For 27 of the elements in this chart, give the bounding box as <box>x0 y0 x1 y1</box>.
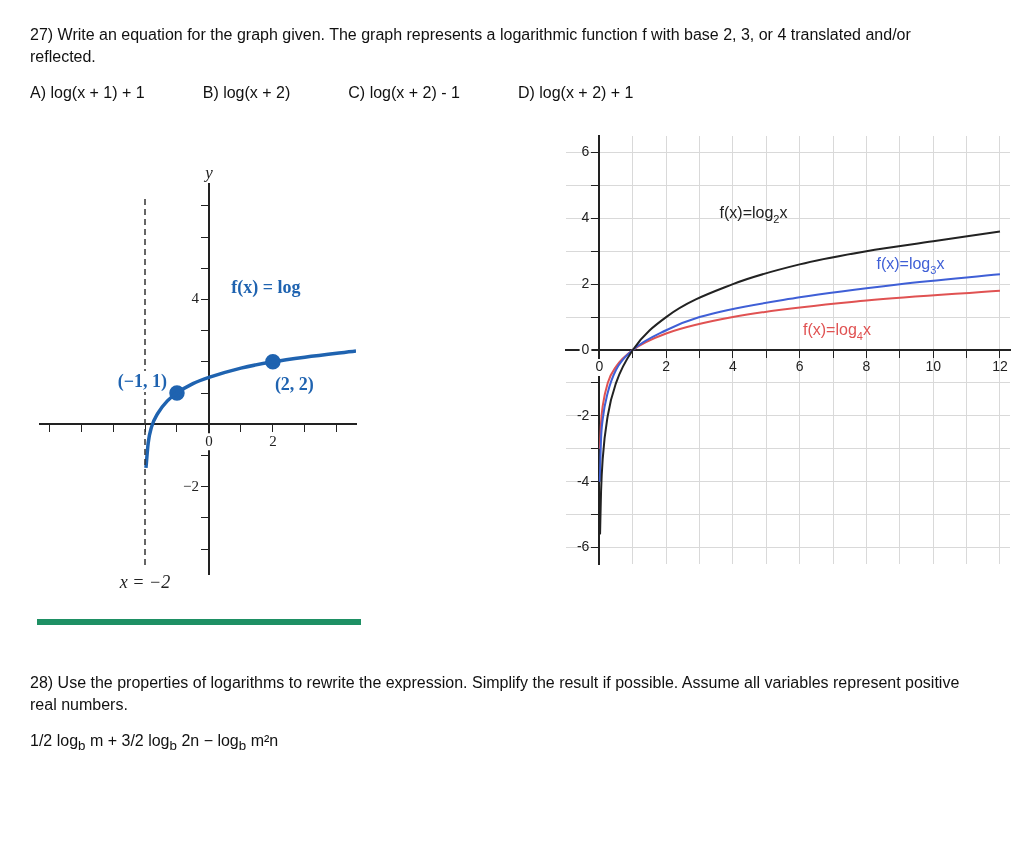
y-tick-label: 6 <box>581 143 590 160</box>
ref-line-label: x = −2 <box>118 572 171 592</box>
annotation: (2, 2) <box>274 373 314 395</box>
y-tick-label: 0 <box>581 340 590 357</box>
y-tick-label: -4 <box>576 472 590 489</box>
text: 27) Write an equation for the graph given. The graph represents a logarithmic function f with base 2, 3, or 4 translated and/or reflected. <box>30 25 912 67</box>
text: A) log(x + 1) + 1 <box>30 83 145 103</box>
y-tick-label: 2 <box>581 275 590 292</box>
x-tick-label: 0 <box>595 357 604 374</box>
y-axis-title: y <box>203 163 214 182</box>
y-tick-label: -6 <box>576 538 590 555</box>
x-tick-label: 10 <box>925 357 942 374</box>
y-tick-label: -2 <box>576 406 590 423</box>
text: C) log(x + 2) - 1 <box>348 83 460 103</box>
text: 28) Use the properties of logarithms to rewrite the expression. Simplify the result if possible. Assume all variables represent positive real numbers. <box>30 673 961 715</box>
annotation: (−1, 1) <box>117 371 167 393</box>
x-tick-label: 6 <box>795 357 804 374</box>
x-tick-label: 8 <box>862 357 871 374</box>
y-tick-label: −2 <box>182 477 199 494</box>
x-tick-label: 12 <box>992 357 1008 374</box>
x-tick-label: 2 <box>662 357 671 374</box>
text: f(x) = log <box>231 277 301 299</box>
text: 1/2 log$_{b}$ m + 3/2 log$_{b}$ 2n − log$_{b}$ m²n <box>30 731 279 756</box>
text: D) log(x + 2) + 1 <box>517 83 634 103</box>
x-tick-label: 4 <box>729 357 738 374</box>
text: B) log(x + 2) <box>202 83 291 103</box>
y-tick-label: 4 <box>581 209 590 226</box>
